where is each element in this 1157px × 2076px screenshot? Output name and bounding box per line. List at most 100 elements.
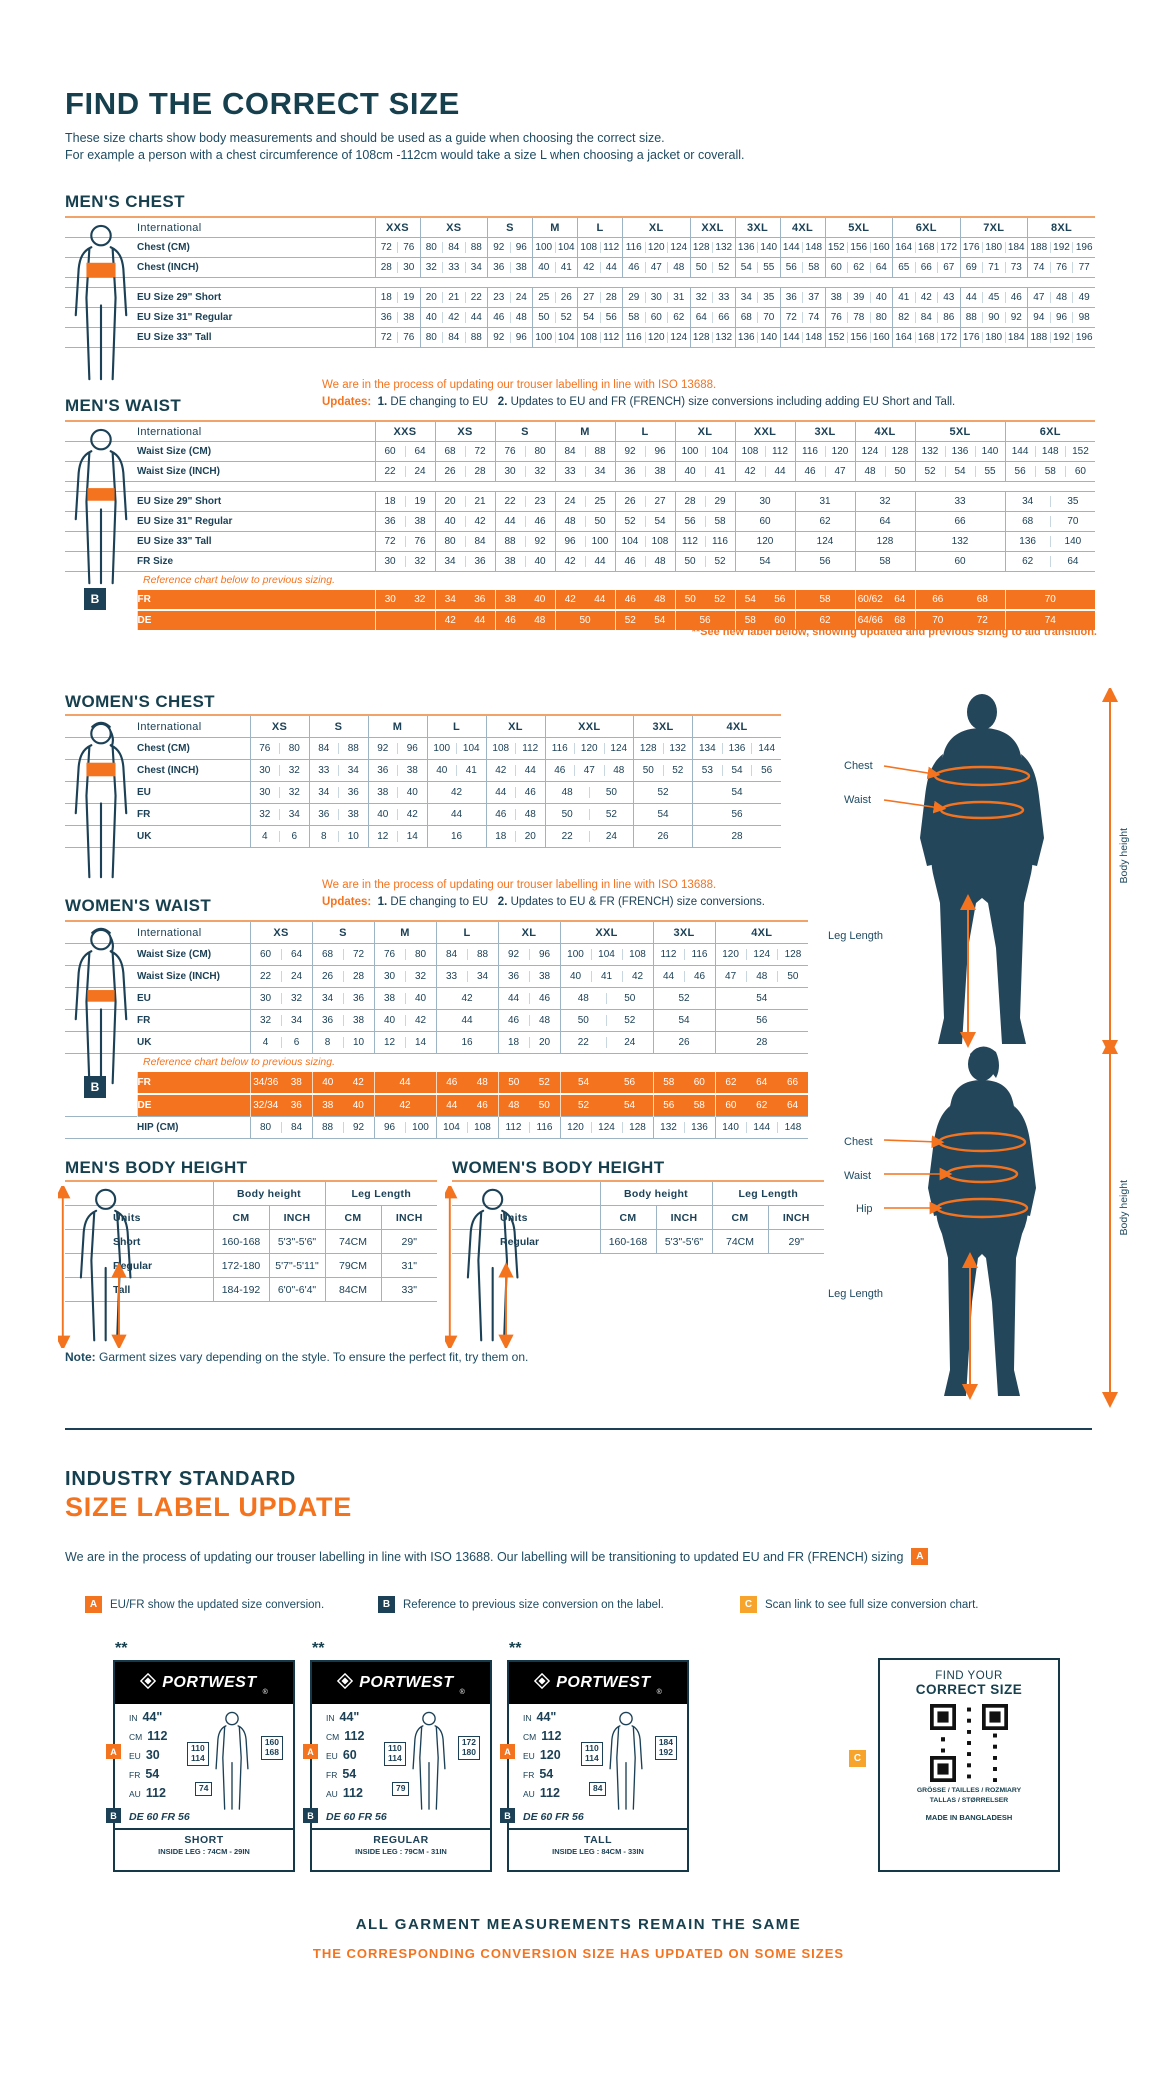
table-cell: 120 [734, 531, 795, 552]
table-cell: 52 54 [614, 511, 675, 532]
table-cell [65, 737, 137, 760]
table-cell [65, 571, 137, 589]
table-cell: 34 35 [734, 287, 780, 308]
table-cell [795, 481, 855, 492]
waist-measure-box: 110 114 [384, 1742, 406, 1766]
womens-body-height-table-wrap: Body height Leg Length Units CM INCH CM INCH Re… [452, 1180, 824, 1254]
fit-name: SHORT [184, 1834, 224, 1846]
table-cell: 26 [652, 1031, 715, 1054]
legend-badge-a: A [85, 1596, 102, 1613]
table-cell: 54 [734, 551, 795, 572]
table-cell: 160-168 [212, 1229, 269, 1254]
update1-num-2: 1. [377, 896, 388, 908]
table-cell: 46 48 [487, 307, 533, 328]
table-cell [65, 461, 137, 482]
table-cell: 36 38 [308, 803, 368, 826]
table-cell: 70 72 [914, 609, 1005, 630]
size-label-cards: ** PORTWEST ® IN 44" CM 112 EU 30 FR 54 AU 112 11… [106, 1640, 689, 1872]
legend-text: Reference to previous size conversion on… [403, 1598, 664, 1611]
table-cell: 112 116 [497, 1116, 560, 1139]
table-cell: 31" [380, 1253, 437, 1278]
table-cell [65, 307, 137, 328]
table-cell: S [308, 714, 368, 738]
table-cell: 136 140 [734, 237, 780, 258]
table-cell: CM [599, 1205, 656, 1230]
table-cell: INCH [380, 1205, 437, 1230]
badge-b-2: B [84, 1076, 106, 1098]
table-cell: 62 [794, 609, 855, 630]
previous-size-text: DE 60 FR 56 [129, 1811, 190, 1823]
table-cell: 76 80 [494, 441, 555, 462]
table-cell: 18 20 [497, 1031, 560, 1054]
table-cell: 5'7"-5'11" [268, 1253, 325, 1278]
table-cell: 44 46 [497, 987, 560, 1010]
table-cell: 66 [914, 511, 1005, 532]
table-cell: 53 54 56 [692, 759, 781, 782]
table-cell: 56 58 60 [1004, 461, 1095, 482]
table-cell: 30 32 [249, 987, 312, 1010]
table-cell: Chest (CM) [137, 237, 375, 258]
legend-row: A EU/FR show the updated size conversion.… [0, 1596, 1157, 1620]
intro-line-1: These size charts show body measurements… [65, 131, 665, 145]
table-cell: INCH [268, 1205, 325, 1230]
table-cell: 36 38 [311, 1009, 374, 1032]
table-cell: 80 84 88 [419, 237, 488, 258]
table-cell: 52 54 55 [914, 461, 1005, 482]
table-cell: 92 96 [487, 237, 533, 258]
table-cell [65, 609, 137, 630]
table-cell: 52 54 [614, 609, 675, 630]
table-cell: 50 52 [674, 588, 735, 610]
card-stars: ** [115, 1640, 128, 1657]
table-cell: 6XL [1004, 420, 1095, 442]
diamond-logo-icon [337, 1672, 354, 1694]
card-stars: ** [509, 1640, 522, 1657]
table-cell: 28 [714, 1031, 808, 1054]
update2-num: 2. [497, 396, 508, 408]
male-leg-length-label: Leg Length [828, 930, 884, 942]
table-cell: 36 37 [779, 287, 825, 308]
inside-leg-text: INSIDE LEG : 74CM - 29IN [158, 1847, 250, 1856]
card-figure: 110 114 184 192 84 [581, 1710, 679, 1810]
size-label-update-heading: SIZE LABEL UPDATE [65, 1492, 353, 1522]
fit-name: REGULAR [373, 1834, 429, 1846]
table-cell: 46 48 [494, 609, 555, 630]
table-cell: 38 40 [367, 781, 427, 804]
table-cell: 74CM [324, 1229, 381, 1254]
table-cell: 88 90 92 [959, 307, 1028, 328]
table-cell: L [577, 216, 623, 238]
table-cell [65, 1277, 113, 1302]
table-cell [915, 481, 1005, 492]
table-cell: Body height [212, 1180, 325, 1206]
table-cell: 40 42 [434, 511, 495, 532]
table-cell: XS [434, 420, 495, 442]
table-cell: 6'0"-6'4" [268, 1277, 325, 1302]
table-cell [780, 277, 825, 288]
badge-b-on-card: B [106, 1808, 121, 1823]
update1-text: DE changing to EU [390, 396, 489, 408]
table-cell: 3XL [734, 216, 780, 238]
table-cell: UK [137, 825, 250, 848]
table-cell: Waist Size (INCH) [137, 965, 250, 988]
table-cell: 26 28 [434, 461, 495, 482]
brand-name: PORTWEST [162, 1674, 257, 1691]
table-cell: 50 52 [559, 1009, 653, 1032]
registered-mark: ® [459, 1689, 465, 1696]
table-cell: 38 40 [311, 1093, 374, 1117]
table-cell [375, 277, 420, 288]
table-cell: 58 60 [652, 1070, 715, 1094]
table-cell: FR [136, 1070, 250, 1094]
table-cell: 84 88 [435, 943, 498, 966]
table-cell: 54 55 [734, 257, 780, 278]
mens-waist-table-wrap: International XXS XS S M L XL XXL 3XL 4XL 5XL 6XL Wa… [65, 420, 1095, 630]
table-cell: 3XL [652, 920, 715, 944]
card-stars: ** [312, 1640, 325, 1657]
badge-a-on-card: A [303, 1744, 318, 1759]
table-cell: 48 50 [544, 781, 634, 804]
inside-leg-text: INSIDE LEG : 79CM - 31IN [355, 1847, 447, 1856]
table-cell: 40 41 42 [559, 965, 653, 988]
size-label-card-wrap: ** PORTWEST ® IN 44" CM 112 EU 120 FR 54 AU 112 1… [500, 1640, 689, 1872]
card-size-row: IN 44" [326, 1710, 360, 1724]
table-cell [65, 277, 137, 288]
table-cell: 33 [914, 491, 1005, 512]
